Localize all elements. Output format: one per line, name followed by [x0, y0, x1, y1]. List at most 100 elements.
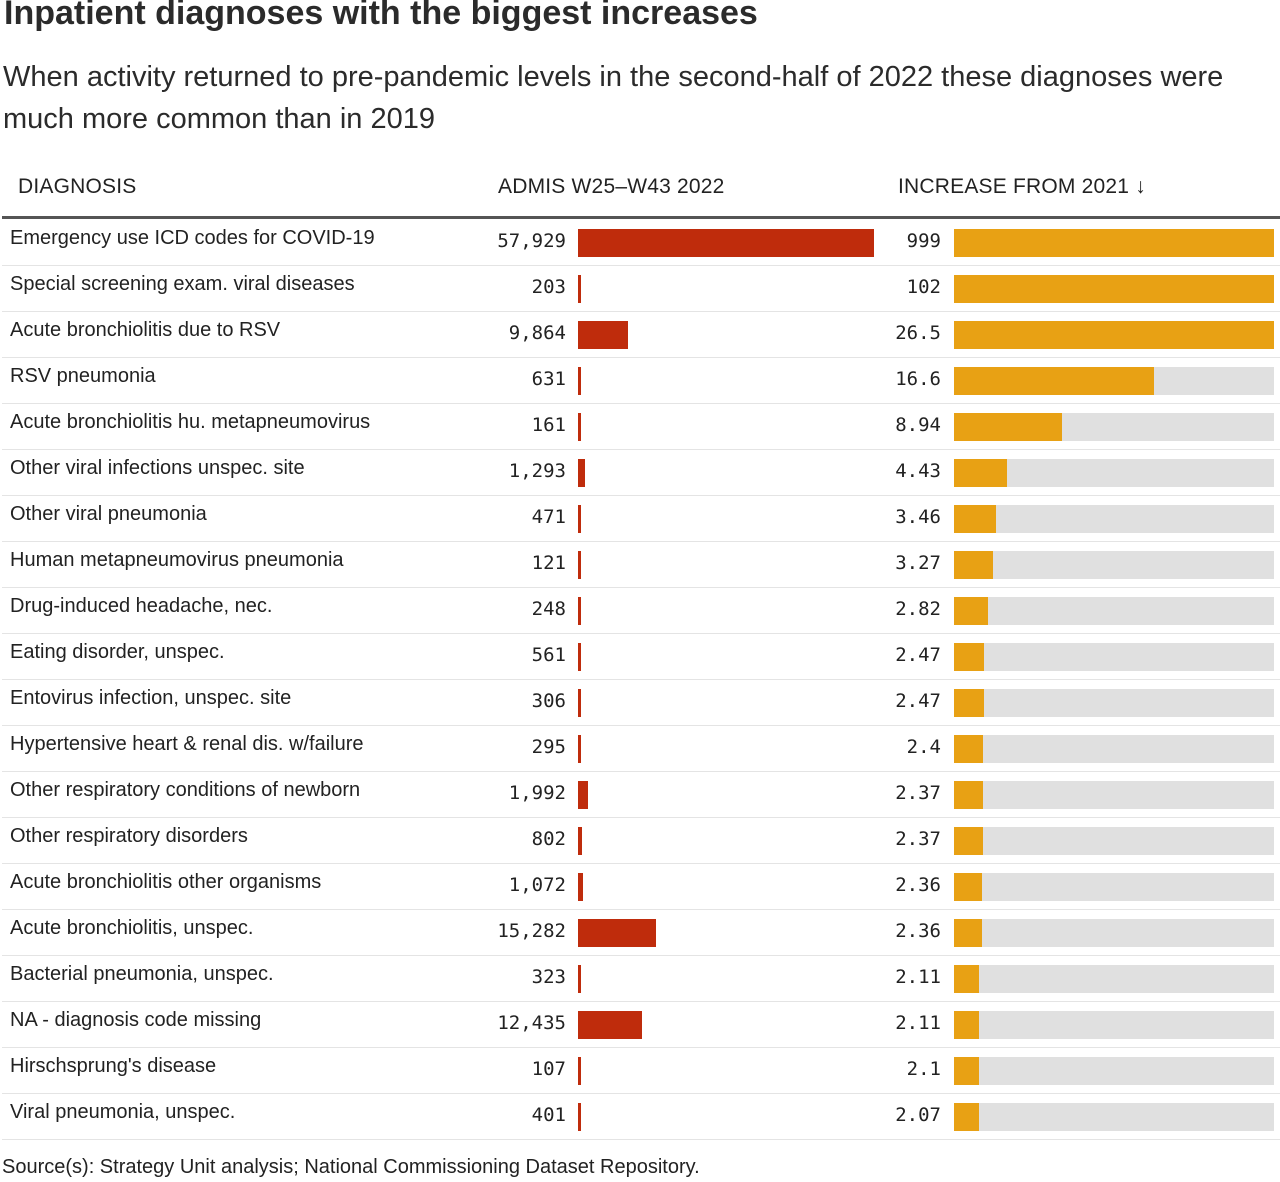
admissions-value: 323 [531, 966, 566, 988]
table-row[interactable]: Drug-induced headache, nec. 248 2.82 [2, 587, 1280, 634]
admissions-value: 1,072 [508, 874, 566, 896]
increase-track [954, 735, 1274, 763]
admissions-value: 561 [531, 644, 566, 666]
admissions-bar [578, 321, 628, 349]
increase-bar [954, 413, 1062, 441]
increase-track [954, 1057, 1274, 1085]
admissions-value: 15,282 [497, 920, 566, 942]
diagnosis-label: RSV pneumonia [10, 365, 156, 387]
increase-track [954, 597, 1274, 625]
increase-track [954, 965, 1274, 993]
admissions-bar [578, 827, 582, 855]
table-row[interactable]: Emergency use ICD codes for COVID-19 57,9… [2, 219, 1280, 266]
increase-track [954, 781, 1274, 809]
table-row[interactable]: Acute bronchiolitis other organisms 1,072… [2, 863, 1280, 910]
admissions-value: 248 [531, 598, 566, 620]
table-row[interactable]: Special screening exam. viral diseases 20… [2, 265, 1280, 312]
table-row[interactable]: Other viral pneumonia 471 3.46 [2, 495, 1280, 542]
source-note: Source(s): Strategy Unit analysis; Natio… [2, 1156, 700, 1178]
diagnosis-label: Drug-induced headache, nec. [10, 595, 273, 617]
table-row[interactable]: Other viral infections unspec. site 1,293… [2, 449, 1280, 496]
increase-track [954, 873, 1274, 901]
admissions-bar [578, 275, 581, 303]
increase-value: 2.4 [906, 736, 941, 758]
table-row[interactable]: Bacterial pneumonia, unspec. 323 2.11 [2, 955, 1280, 1002]
diagnosis-label: Other viral infections unspec. site [10, 457, 305, 479]
admissions-value: 121 [531, 552, 566, 574]
increase-bar [954, 1011, 979, 1039]
table-row[interactable]: Human metapneumovirus pneumonia 121 3.27 [2, 541, 1280, 588]
increase-value: 2.36 [895, 920, 941, 942]
increase-value: 26.5 [895, 322, 941, 344]
increase-track [954, 551, 1274, 579]
table-row[interactable]: Entovirus infection, unspec. site 306 2.47 [2, 679, 1280, 726]
table-row[interactable]: Hypertensive heart & renal dis. w/failur… [2, 725, 1280, 772]
table-row[interactable]: Eating disorder, unspec. 561 2.47 [2, 633, 1280, 680]
diagnosis-label: Hypertensive heart & renal dis. w/failur… [10, 733, 364, 755]
increase-value: 999 [906, 230, 941, 252]
increase-value: 2.11 [895, 966, 941, 988]
increase-track [954, 459, 1274, 487]
increase-value: 2.07 [895, 1104, 941, 1126]
increase-track [954, 321, 1274, 349]
increase-bar [954, 321, 1274, 349]
admissions-value: 1,293 [508, 460, 566, 482]
admissions-value: 401 [531, 1104, 566, 1126]
diagnosis-label: Acute bronchiolitis, unspec. [10, 917, 254, 939]
increase-bar [954, 965, 979, 993]
diagnosis-label: Entovirus infection, unspec. site [10, 687, 292, 709]
column-header-increase[interactable]: INCREASE FROM 2021 ↓ [898, 175, 1146, 198]
increase-value: 2.36 [895, 874, 941, 896]
table-row[interactable]: Acute bronchiolitis hu. metapneumovirus 1… [2, 403, 1280, 450]
admissions-bar [578, 965, 581, 993]
increase-value: 2.1 [906, 1058, 941, 1080]
admissions-bar [578, 1103, 581, 1131]
admissions-value: 12,435 [497, 1012, 566, 1034]
diagnosis-label: Bacterial pneumonia, unspec. [10, 963, 274, 985]
increase-bar [954, 275, 1274, 303]
table-row[interactable]: RSV pneumonia 631 16.6 [2, 357, 1280, 404]
table-row[interactable]: Hirschsprung's disease 107 2.1 [2, 1047, 1280, 1094]
admissions-bar [578, 505, 581, 533]
increase-bar [954, 689, 984, 717]
diagnosis-label: Acute bronchiolitis hu. metapneumovirus [10, 411, 371, 433]
increase-bar [954, 1103, 979, 1131]
diagnosis-label: Acute bronchiolitis other organisms [10, 871, 322, 893]
diagnosis-label: Other viral pneumonia [10, 503, 207, 525]
admissions-bar [578, 919, 656, 947]
diagnosis-label: Acute bronchiolitis due to RSV [10, 319, 281, 341]
increase-bar [954, 781, 983, 809]
chart-title: Inpatient diagnoses with the biggest inc… [4, 0, 758, 32]
column-header-admissions[interactable]: ADMIS W25–W43 2022 [498, 175, 725, 198]
admissions-value: 57,929 [497, 230, 566, 252]
increase-bar [954, 597, 988, 625]
increase-value: 2.37 [895, 782, 941, 804]
admissions-value: 203 [531, 276, 566, 298]
table-row[interactable]: Acute bronchiolitis due to RSV 9,864 26.5 [2, 311, 1280, 358]
increase-value: 4.43 [895, 460, 941, 482]
increase-bar [954, 459, 1007, 487]
increase-bar [954, 827, 983, 855]
increase-track [954, 413, 1274, 441]
increase-bar [954, 643, 984, 671]
increase-value: 2.47 [895, 690, 941, 712]
increase-track [954, 827, 1274, 855]
table-row[interactable]: Viral pneumonia, unspec. 401 2.07 [2, 1093, 1280, 1140]
increase-value: 102 [906, 276, 941, 298]
diagnosis-label: Human metapneumovirus pneumonia [10, 549, 344, 571]
admissions-bar [578, 735, 581, 763]
diagnosis-label: Hirschsprung's disease [10, 1055, 217, 1077]
increase-track [954, 1103, 1274, 1131]
increase-track [954, 275, 1274, 303]
table-row[interactable]: Acute bronchiolitis, unspec. 15,282 2.36 [2, 909, 1280, 956]
table-row[interactable]: Other respiratory disorders 802 2.37 [2, 817, 1280, 864]
table-row[interactable]: NA - diagnosis code missing 12,435 2.11 [2, 1001, 1280, 1048]
admissions-value: 1,992 [508, 782, 566, 804]
admissions-value: 471 [531, 506, 566, 528]
admissions-value: 295 [531, 736, 566, 758]
increase-bar [954, 919, 982, 947]
column-header-diagnosis[interactable]: DIAGNOSIS [18, 175, 137, 198]
admissions-value: 306 [531, 690, 566, 712]
table-row[interactable]: Other respiratory conditions of newborn 1… [2, 771, 1280, 818]
increase-value: 8.94 [895, 414, 941, 436]
